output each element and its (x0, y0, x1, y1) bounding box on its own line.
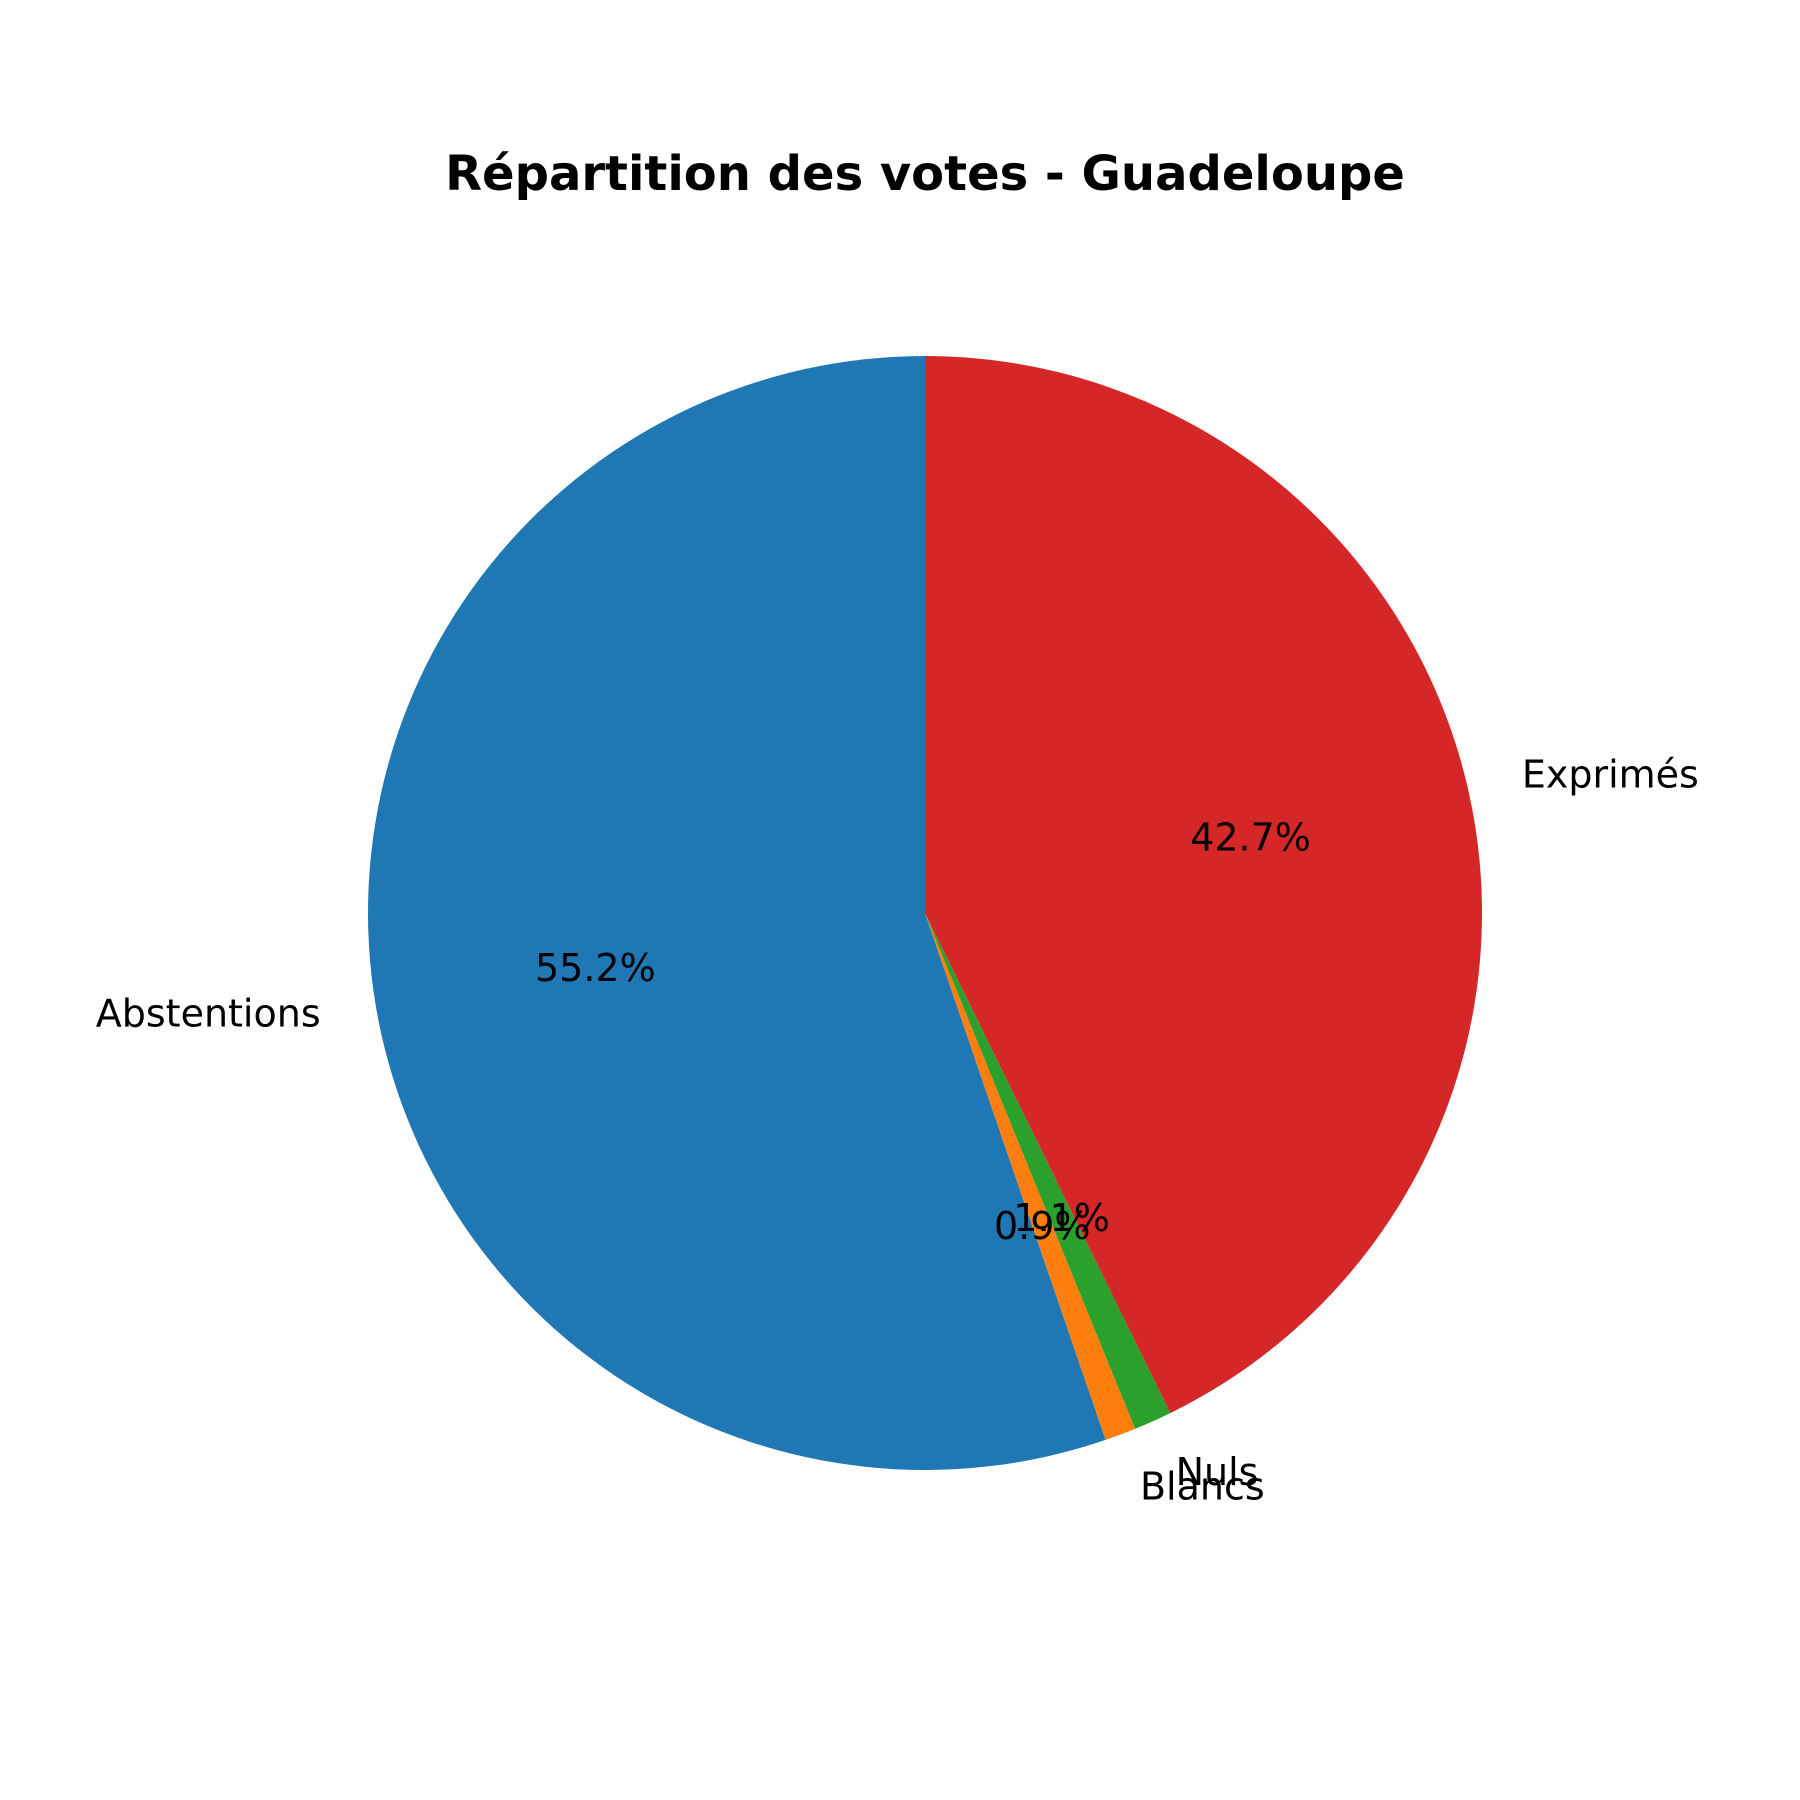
pie-slice-blancs (925, 913, 1136, 1440)
slice-label-exprimés: Exprimés (1522, 753, 1699, 797)
pie-slices (368, 356, 1482, 1470)
pct-label-abstentions: 55.2% (535, 946, 656, 990)
pct-label-nuls: 1.1% (1013, 1196, 1110, 1240)
pct-label-blancs: 0.9% (994, 1204, 1091, 1248)
pie-slice-nuls (925, 913, 1171, 1429)
slice-label-blancs: Blancs (1140, 1465, 1265, 1509)
pie-labels: Abstentions 55.2% Blancs 0.9% Nuls 1.1% Exprim… (96, 753, 1699, 1509)
slice-label-abstentions: Abstentions (96, 992, 321, 1036)
chart-title: Répartition des votes - Guadeloupe (445, 146, 1405, 202)
pie-slice-abstentions (368, 356, 1106, 1470)
slice-label-nuls: Nuls (1176, 1450, 1259, 1494)
pct-label-exprimés: 42.7% (1190, 815, 1311, 859)
pie-slice-exprimés (925, 356, 1482, 1414)
